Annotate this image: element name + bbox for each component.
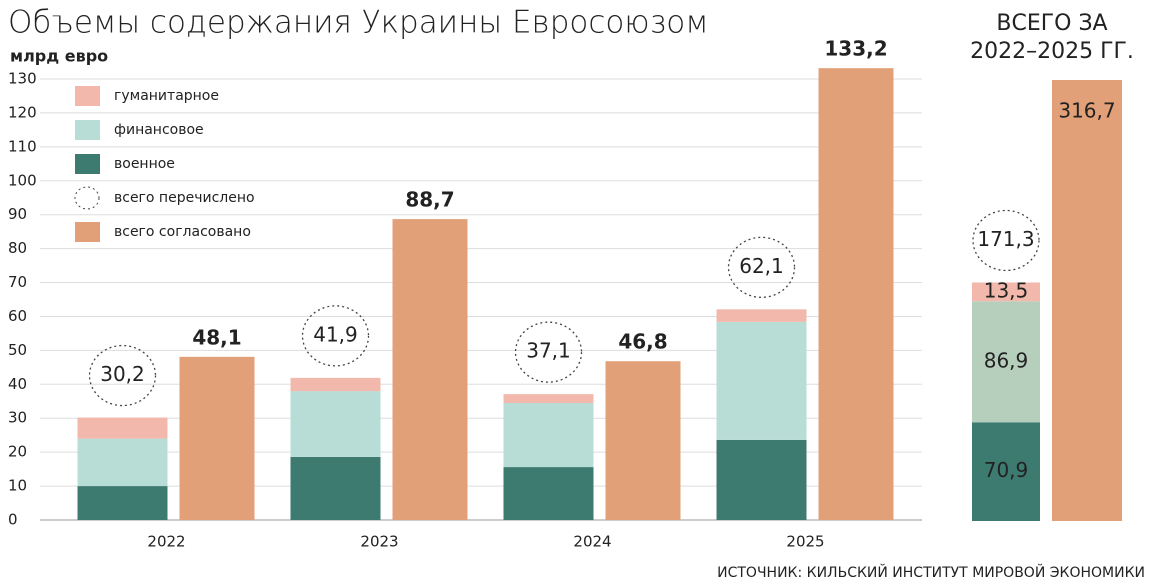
- y-tick-label: 20: [8, 443, 27, 461]
- legend-marker: [75, 222, 100, 242]
- bar-segment: [503, 467, 594, 520]
- y-tick-label: 100: [8, 171, 37, 189]
- legend-marker: [75, 154, 100, 174]
- legend-marker: [74, 186, 100, 210]
- value-label: 37,1: [526, 339, 571, 363]
- legend-label: всего согласовано: [114, 224, 251, 240]
- y-tick-label: 40: [8, 375, 27, 393]
- value-label: 30,2: [100, 362, 145, 386]
- y-tick-label: 80: [8, 239, 27, 257]
- bar-segment: [503, 394, 594, 403]
- total-circle: [88, 344, 157, 407]
- legend-label: всего перечислено: [114, 190, 255, 206]
- legend-label: военное: [114, 156, 175, 172]
- bar-segment: [77, 486, 168, 520]
- y-tick-label: 130: [8, 70, 37, 88]
- panel-title: 2022–2025 ГГ.: [970, 39, 1134, 64]
- value-label: 316,7: [1058, 99, 1115, 123]
- bar-segment: [503, 402, 594, 468]
- value-label: 41,9: [313, 322, 358, 346]
- bar-segment: [290, 456, 381, 520]
- source: ИСТОЧНИК: КИЛЬСКИЙ ИНСТИТУТ МИРОВОЙ ЭКОН…: [717, 563, 1145, 581]
- bar-segment: [716, 321, 807, 440]
- value-label: 62,1: [739, 254, 784, 278]
- y-tick-label: 10: [8, 477, 27, 495]
- bar: [392, 219, 468, 521]
- value-label: 86,9: [984, 348, 1029, 372]
- total-circle: [727, 236, 796, 298]
- value-label: 48,1: [192, 325, 241, 349]
- panel-title: ВСЕГО ЗА: [996, 11, 1107, 36]
- bar-segment: [972, 301, 1040, 423]
- y-tick-label: 90: [8, 205, 27, 223]
- y-axis-label: млрд евро: [10, 47, 108, 66]
- bar-segment: [972, 422, 1040, 521]
- value-label: 88,7: [405, 188, 454, 212]
- bar: [818, 68, 894, 520]
- y-tick-label: 30: [8, 409, 27, 427]
- bar-segment: [972, 282, 1040, 302]
- bar: [179, 356, 255, 520]
- x-tick-label: 2024: [573, 533, 611, 551]
- chart-title: Объемы содержания Украины Евросоюзом: [8, 5, 709, 41]
- legend-marker: [75, 120, 100, 140]
- value-label: 70,9: [984, 458, 1029, 482]
- bar-segment: [716, 439, 807, 520]
- x-tick-label: 2023: [360, 533, 398, 551]
- bar-segment: [77, 417, 168, 439]
- bar-segment: [290, 377, 381, 392]
- total-circle: [972, 209, 1040, 272]
- y-tick-label: 110: [8, 137, 37, 155]
- value-label: 171,3: [977, 227, 1034, 251]
- bar: [605, 361, 681, 520]
- total-circle: [301, 305, 370, 367]
- x-tick-label: 2025: [786, 533, 824, 551]
- y-tick-label: 120: [8, 103, 37, 121]
- legend-marker: [75, 86, 100, 106]
- value-label: 13,5: [984, 278, 1029, 302]
- value-label: 133,2: [824, 37, 887, 61]
- y-tick-label: 50: [8, 341, 27, 359]
- x-tick-label: 2022: [147, 533, 185, 551]
- value-label: 46,8: [618, 330, 667, 354]
- y-tick-label: 0: [8, 511, 18, 529]
- total-circle: [514, 321, 583, 383]
- bar-segment: [290, 391, 381, 457]
- y-tick-label: 70: [8, 273, 27, 291]
- y-tick-label: 60: [8, 307, 27, 325]
- bar-segment: [716, 309, 807, 322]
- legend-label: финансовое: [114, 122, 204, 138]
- bar: [1052, 80, 1122, 521]
- legend-label: гуманитарное: [114, 88, 219, 104]
- bar-segment: [77, 438, 168, 487]
